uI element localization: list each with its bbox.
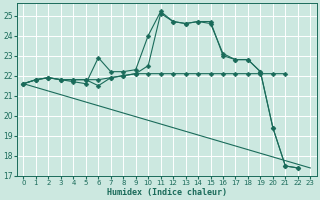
X-axis label: Humidex (Indice chaleur): Humidex (Indice chaleur) (107, 188, 227, 197)
